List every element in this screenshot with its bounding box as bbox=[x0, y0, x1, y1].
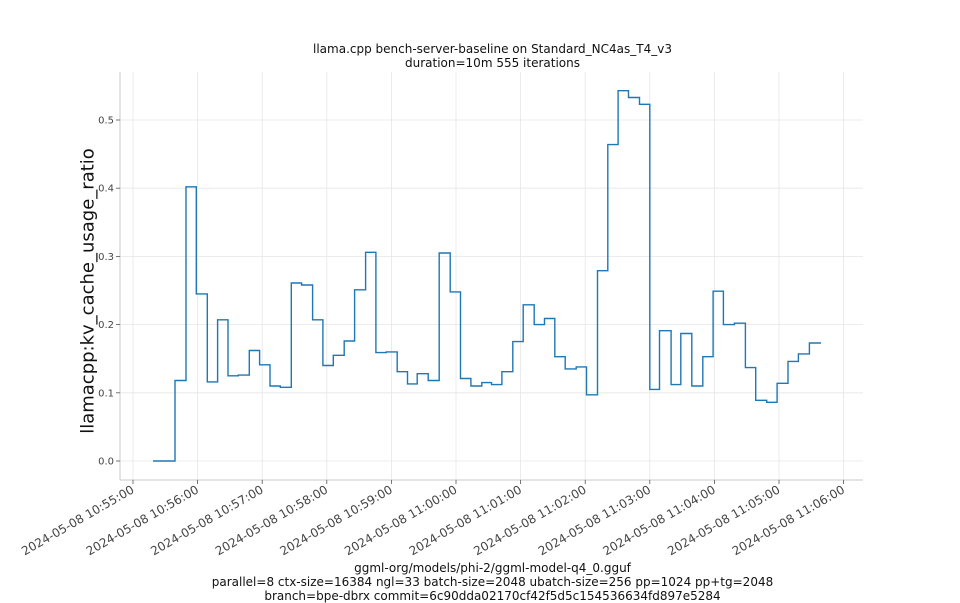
y-tick-label: 0.1 bbox=[98, 388, 114, 399]
chart-title-line2: duration=10m 555 iterations bbox=[405, 56, 580, 70]
data-series-line bbox=[153, 90, 821, 462]
chart-title: llama.cpp bench-server-baseline on Stand… bbox=[0, 42, 960, 70]
x-tick-label: 2024-05-08 11:05:00 bbox=[665, 482, 782, 558]
x-tick-label: 2024-05-08 11:06:00 bbox=[730, 482, 847, 558]
x-tick-label: 2024-05-08 10:56:00 bbox=[84, 482, 201, 558]
y-tick-label: 0.5 bbox=[98, 116, 114, 127]
axes-spines bbox=[119, 72, 863, 481]
x-tick-label: 2024-05-08 11:02:00 bbox=[471, 482, 588, 558]
chart-title-line1: llama.cpp bench-server-baseline on Stand… bbox=[313, 42, 672, 56]
footer-branch: branch=bpe-dbrx commit=6c90dda02170cf42f… bbox=[264, 589, 721, 603]
y-axis-ticks: 0.0 0.1 0.2 0.3 0.4 0.5 bbox=[98, 116, 120, 468]
x-tick-label: 2024-05-08 11:00:00 bbox=[342, 482, 459, 558]
y-tick-label: 0.4 bbox=[98, 184, 114, 195]
footer-model: ggml-org/models/phi-2/ggml-model-q4_0.gg… bbox=[354, 561, 631, 575]
x-tick-label: 2024-05-08 10:57:00 bbox=[148, 482, 265, 558]
y-tick-label: 0.0 bbox=[98, 457, 114, 468]
y-tick-label: 0.2 bbox=[98, 320, 114, 331]
x-tick-label: 2024-05-08 11:03:00 bbox=[536, 482, 653, 558]
x-tick-label: 2024-05-08 11:04:00 bbox=[601, 482, 718, 558]
x-tick-label: 2024-05-08 10:58:00 bbox=[213, 482, 330, 558]
chart-footer: ggml-org/models/phi-2/ggml-model-q4_0.gg… bbox=[0, 561, 960, 603]
x-tick-label: 2024-05-08 10:59:00 bbox=[278, 482, 395, 558]
y-tick-label: 0.3 bbox=[98, 252, 114, 263]
footer-params: parallel=8 ctx-size=16384 ngl=33 batch-s… bbox=[211, 575, 774, 589]
x-tick-label: 2024-05-08 11:01:00 bbox=[407, 482, 524, 558]
grid-lines bbox=[120, 72, 863, 480]
x-tick-label: 2024-05-08 10:55:00 bbox=[19, 482, 136, 558]
